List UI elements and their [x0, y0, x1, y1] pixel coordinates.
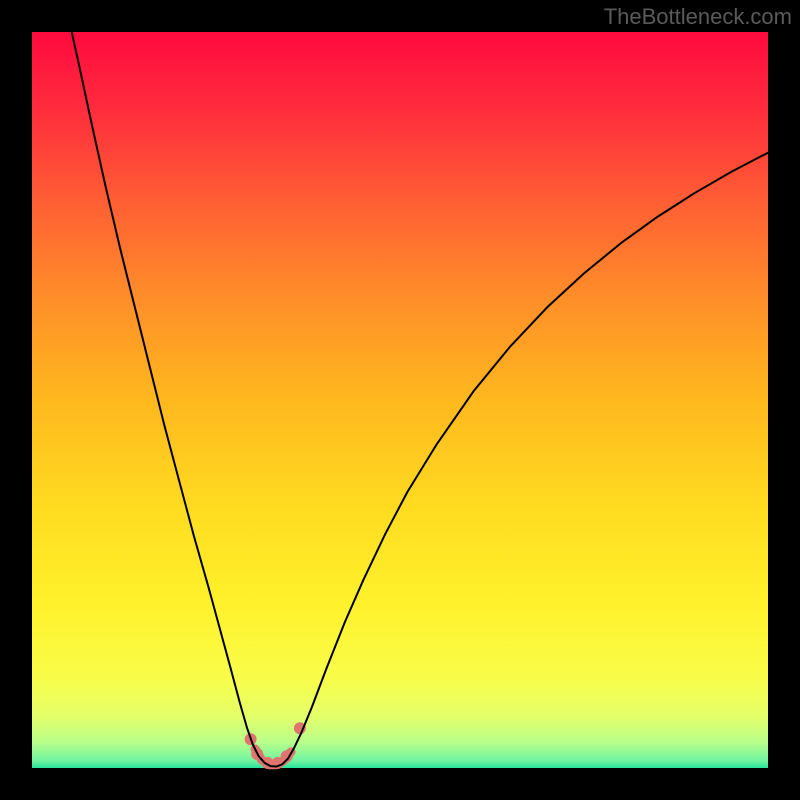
- bottleneck-curve: [72, 32, 768, 767]
- plot-area: [32, 32, 768, 768]
- watermark-text: TheBottleneck.com: [604, 4, 792, 30]
- chart-overlay-svg: [32, 32, 768, 768]
- chart-stage: TheBottleneck.com: [0, 0, 800, 800]
